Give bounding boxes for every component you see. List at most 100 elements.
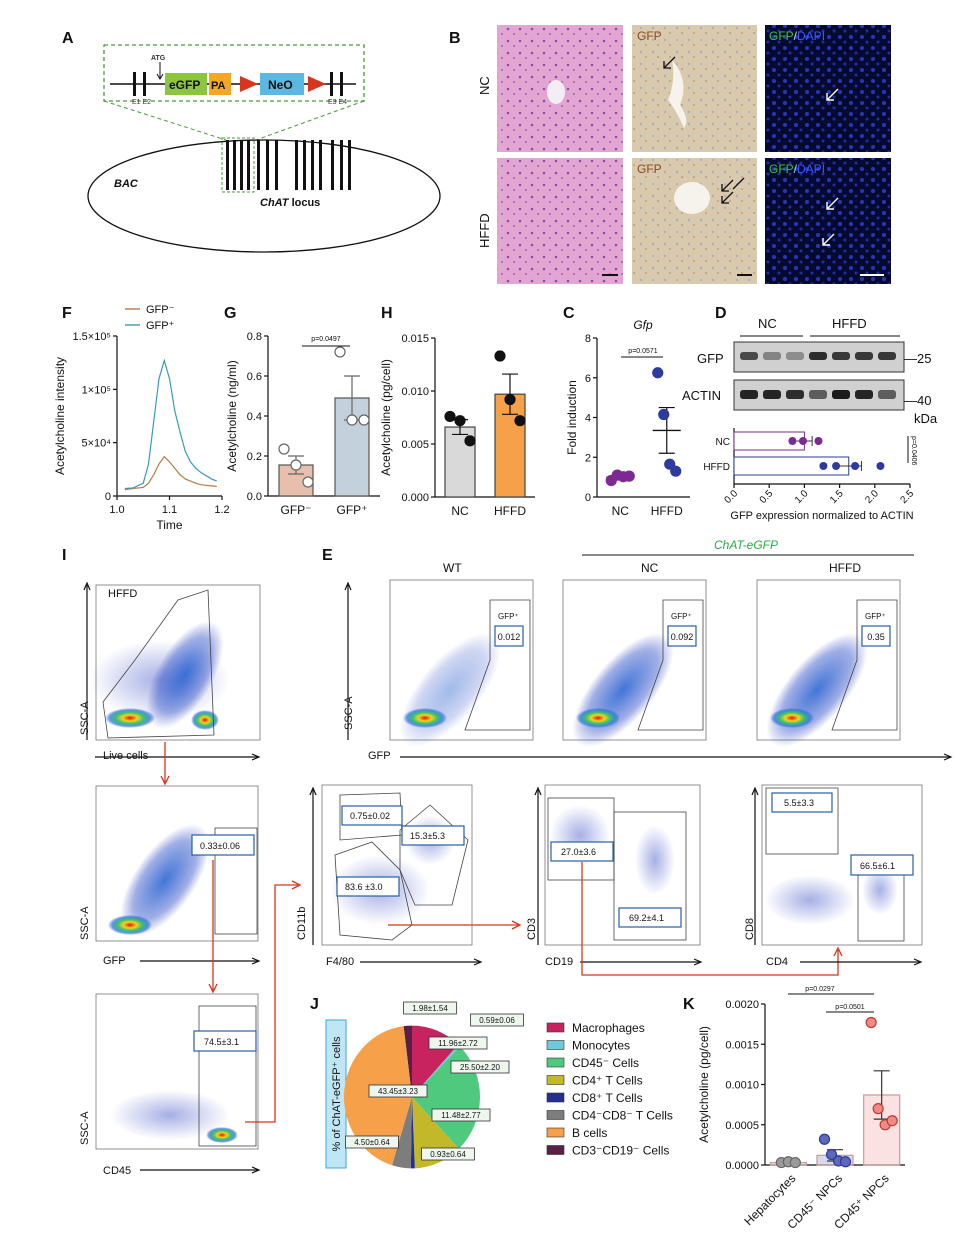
chart-d-hbar: 0.0 0.5 1.0 1.5 2.0 2.5 GFP expression normali…	[703, 428, 917, 522]
gate-value: 83.6 ±3.0	[345, 882, 382, 892]
data-point	[623, 470, 635, 482]
exon-label-e1e2: E1 E2	[132, 99, 151, 106]
neo-box	[260, 73, 304, 95]
pie-slice	[412, 1044, 461, 1097]
data-point	[876, 462, 885, 470]
x-tick-label: 2.5	[899, 488, 917, 506]
x-label: GFP	[103, 955, 126, 967]
panel-label-k: K	[683, 996, 695, 1013]
data-point	[444, 410, 456, 423]
x-label: CD19	[545, 956, 573, 968]
data-point	[788, 437, 797, 445]
exon-bar	[330, 72, 333, 96]
gate-label: GFP⁺	[865, 612, 886, 621]
y-tick-label: 1×10⁵	[82, 384, 111, 396]
legend-swatch	[546, 1057, 565, 1068]
bac-ellipse	[87, 139, 441, 253]
legend-label: GFP⁺	[146, 320, 175, 332]
slice-label-box	[450, 1060, 510, 1074]
y-tick-label: 0.0000	[725, 1160, 759, 1172]
x-tick-label: 1.0	[109, 504, 124, 516]
data-point	[865, 1016, 877, 1029]
gate-value-box	[494, 625, 524, 647]
y-tick-label: 1.5×10⁵	[72, 331, 111, 343]
pa-label: PA	[211, 80, 226, 92]
data-point	[346, 414, 358, 426]
x-axis-label: Time	[156, 518, 183, 532]
column-hffd: HFFD	[829, 561, 861, 575]
x-axis-label: GFP expression normalized to ACTIN	[730, 510, 913, 522]
ihc-label-nc: GFP	[637, 29, 662, 43]
x-label: Live cells	[103, 750, 149, 762]
y-tick-label: HFFD	[703, 462, 730, 473]
gate-value: 0.35	[867, 632, 885, 642]
p-value: p=0.0571	[628, 348, 657, 355]
x-tick-label: 1.1	[162, 504, 177, 516]
pie-slice	[392, 1097, 412, 1169]
actin-band	[832, 390, 850, 399]
y-tick-label: 0	[105, 491, 111, 503]
data-point	[832, 462, 841, 470]
data-point	[886, 1115, 898, 1127]
marker-unit: kDa	[914, 411, 938, 426]
panel-e-flow: ChAT-eGFP WT NC HFFD SSC-A GFP GFP⁺ 0.012…	[343, 538, 953, 762]
gate-label: GFP⁺	[671, 612, 692, 621]
y-tick-label: 0.0	[247, 491, 262, 503]
gfp-band	[855, 352, 873, 360]
legend-swatch	[546, 1092, 565, 1103]
panel-b-histology: B NC HFFD GFP GFP GFP/DAPI GFP/DAPI	[449, 25, 891, 284]
if-label-nc: GFP/DAPI	[769, 29, 825, 43]
gate-value-box	[550, 841, 614, 862]
legend-swatch	[546, 1075, 565, 1085]
gate-value: 0.33±0.06	[200, 841, 240, 851]
y-label: SSC-A	[343, 696, 355, 730]
y-tick-label: 6	[585, 373, 591, 385]
panel-label-a: A	[62, 30, 74, 47]
y-tick-label: 0.0020	[725, 999, 759, 1011]
gate-value: 0.092	[671, 632, 694, 642]
pie-slice	[403, 1025, 412, 1097]
gfp-band	[786, 352, 804, 360]
density-hotspot	[576, 708, 620, 728]
y-tick-label: 2	[585, 452, 591, 464]
slice-label-box	[368, 1084, 428, 1098]
gate-value-box	[771, 792, 833, 813]
column-wt: WT	[443, 561, 462, 575]
y-tick-label: 0.010	[401, 386, 429, 398]
data-point	[798, 437, 807, 445]
gating-arrow	[160, 742, 170, 786]
panel-i-flow: HFFD SSC-A Live cells 0.33±0.06 SSC-A GF…	[79, 581, 302, 1177]
gate-value: 74.5±3.1	[204, 1037, 239, 1047]
chart-f-line: 0 5×10⁴ 1×10⁵ 1.5×10⁵ Acetylcholine intensit…	[53, 304, 230, 532]
y-tick-label: 4	[585, 413, 591, 425]
actin-band	[855, 390, 873, 399]
panel-label-f: F	[62, 305, 72, 322]
gate-value-box	[336, 876, 400, 897]
atg-arrow-icon	[156, 62, 164, 80]
central-vein	[668, 60, 687, 128]
legend-label: Macrophages	[572, 1021, 645, 1035]
x-label: GFP	[368, 750, 391, 762]
data-point	[819, 462, 828, 470]
legend-swatch	[546, 1022, 565, 1033]
gating-arrow	[245, 880, 302, 1123]
panel-label-h: H	[381, 305, 393, 322]
gfp-band	[763, 352, 781, 360]
central-vein	[674, 182, 710, 214]
gfp-band	[740, 352, 758, 360]
series-line-gfp-pos	[124, 358, 217, 490]
legend-label: CD4⁺ T Cells	[572, 1074, 643, 1088]
y-axis-label: Acetylcholine (pg/cell)	[697, 1026, 711, 1143]
y-tick-label: 5×10⁴	[81, 438, 111, 450]
data-point	[818, 1133, 831, 1145]
x-tick-label: NC	[451, 504, 469, 518]
gate-value: 27.0±3.6	[561, 847, 596, 857]
chart-c-scatter: 0 2 4 6 8 Fold induction NC HFFD Gfp p=0.0571	[565, 318, 690, 518]
panel-a-schematic: A E1 E2 E3 E4 ATG eGFP PA NeO BAC ChAT l…	[62, 30, 441, 253]
actin-band	[786, 390, 804, 399]
column-nc: NC	[641, 561, 659, 575]
panel-immune-flow: 0.75±0.02 15.3±5.3 83.6 ±3.0 CD11b F4/80…	[296, 784, 923, 976]
exon-label-e3e4: E3 E4	[328, 99, 347, 106]
he-image-hffd	[497, 158, 623, 284]
egfp-label: eGFP	[169, 78, 200, 92]
